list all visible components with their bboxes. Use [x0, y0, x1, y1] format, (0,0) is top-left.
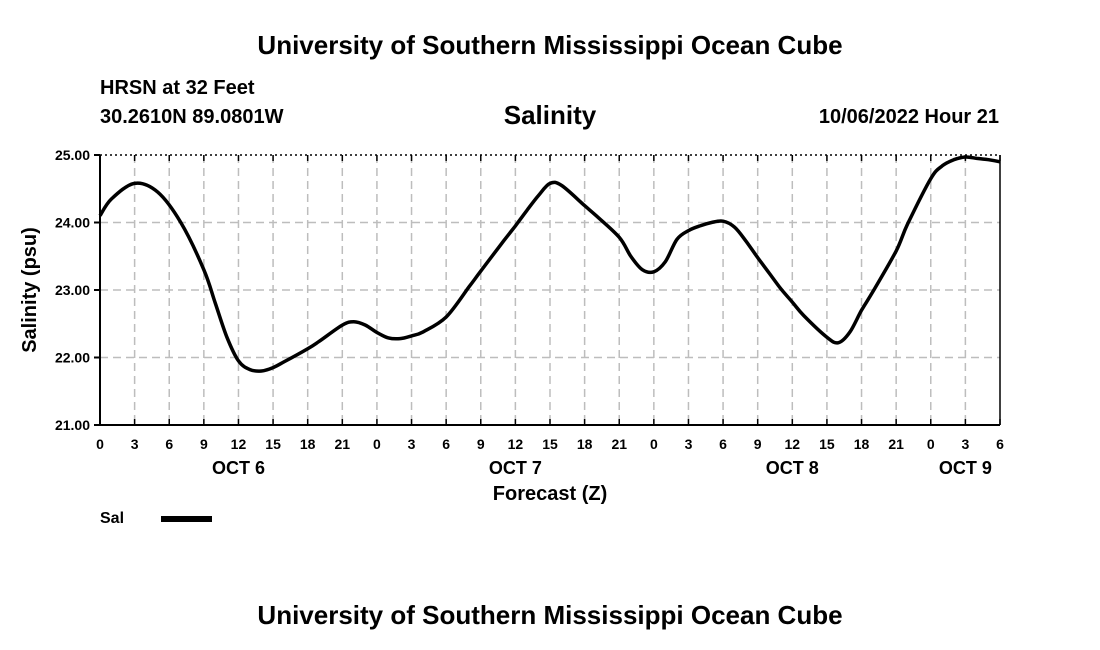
x-tick-label: 12 — [231, 436, 247, 452]
x-tick-label: 6 — [996, 436, 1004, 452]
y-tick-label: 25.00 — [55, 147, 90, 163]
x-tick-label: 15 — [265, 436, 281, 452]
legend-label: Sal — [100, 510, 125, 527]
y-tick-label: 23.00 — [55, 282, 90, 298]
station-label: HRSN at 32 Feet — [100, 77, 255, 99]
y-axis-label: Salinity (psu) — [19, 227, 41, 353]
chart-title: Salinity — [503, 100, 597, 130]
x-tick-label: 3 — [685, 436, 693, 452]
x-tick-label: 6 — [719, 436, 727, 452]
x-tick-label: 18 — [300, 436, 316, 452]
x-tick-label: 0 — [373, 436, 381, 452]
forecast-datetime: 10/06/2022 Hour 21 — [818, 106, 999, 128]
x-tick-label: 12 — [508, 436, 524, 452]
station-coordinates: 30.2610N 89.0801W — [100, 106, 284, 128]
x-tick-label: 21 — [611, 436, 627, 452]
day-label: OCT 7 — [489, 458, 542, 478]
y-tick-label: 22.00 — [55, 350, 90, 366]
x-tick-label: 3 — [408, 436, 416, 452]
day-label: OCT 8 — [766, 458, 819, 478]
x-tick-label: 0 — [927, 436, 935, 452]
x-tick-label: 3 — [131, 436, 139, 452]
x-tick-label: 18 — [577, 436, 593, 452]
x-tick-label: 6 — [165, 436, 173, 452]
x-tick-label: 0 — [96, 436, 104, 452]
x-tick-label: 15 — [819, 436, 835, 452]
chart-title-top: University of Southern Mississippi Ocean… — [257, 30, 843, 60]
x-tick-label: 9 — [754, 436, 762, 452]
y-tick-label: 24.00 — [55, 215, 90, 231]
x-tick-label: 15 — [542, 436, 558, 452]
y-tick-label: 21.00 — [55, 417, 90, 433]
legend-swatch — [161, 516, 212, 522]
series-line-sal — [98, 155, 1001, 373]
x-tick-label: 6 — [442, 436, 450, 452]
x-tick-label: 21 — [335, 436, 351, 452]
x-tick-label: 21 — [888, 436, 904, 452]
x-tick-label: 3 — [961, 436, 969, 452]
day-label: OCT 6 — [212, 458, 265, 478]
day-label: OCT 9 — [939, 458, 992, 478]
x-tick-label: 12 — [785, 436, 801, 452]
x-tick-label: 18 — [854, 436, 870, 452]
x-tick-label: 0 — [650, 436, 658, 452]
x-tick-label: 9 — [477, 436, 485, 452]
x-tick-label: 9 — [200, 436, 208, 452]
x-axis-label: Forecast (Z) — [493, 483, 607, 505]
chart-title-bottom: University of Southern Mississippi Ocean… — [257, 600, 843, 630]
